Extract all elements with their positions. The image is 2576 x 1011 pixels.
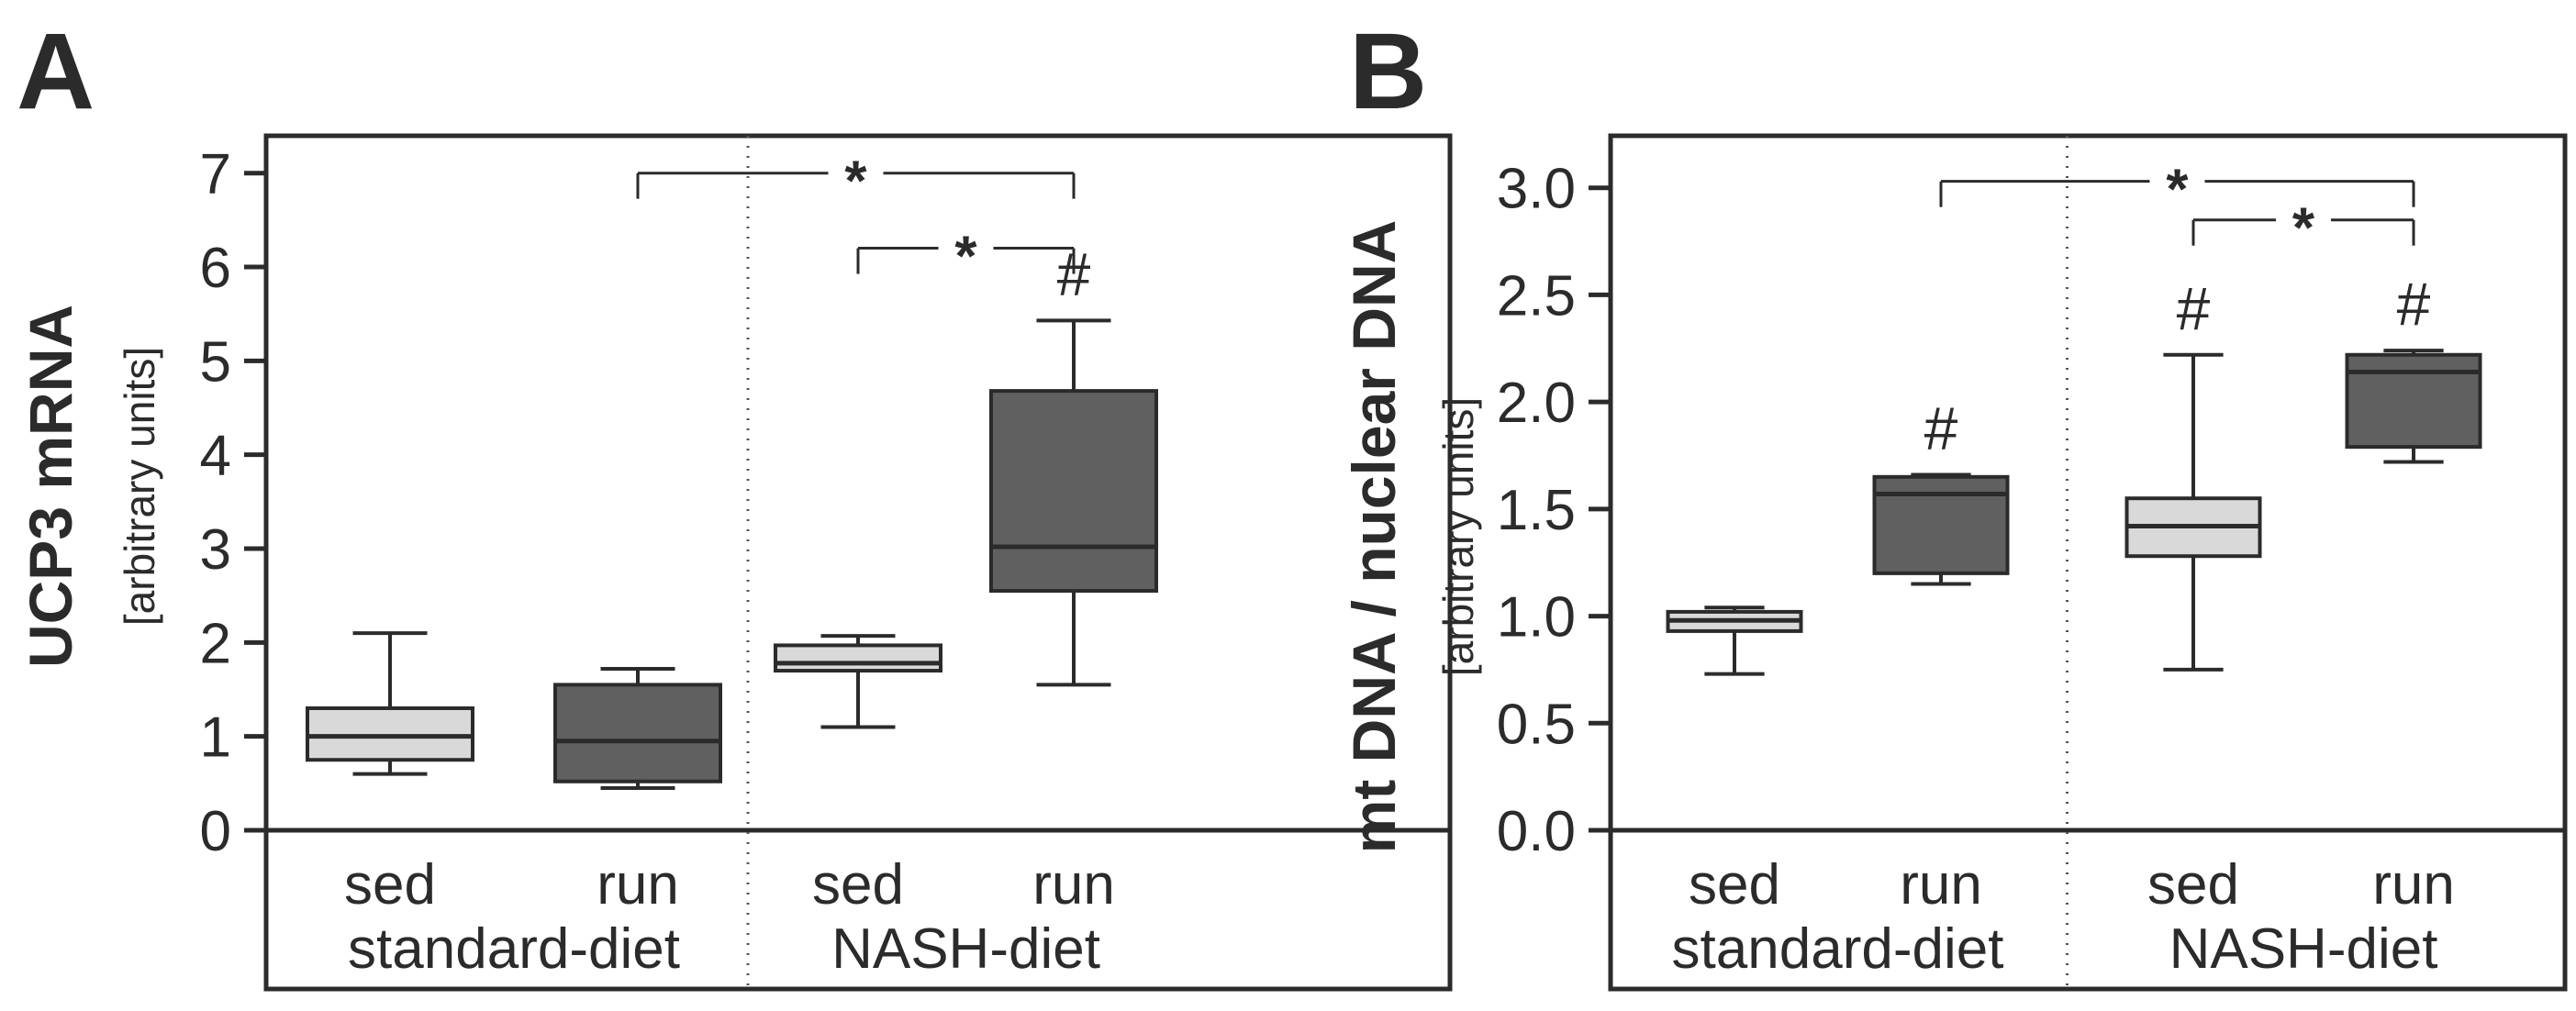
- significance-hash: #: [2177, 274, 2211, 342]
- x-tick-label: sed: [1689, 853, 1780, 917]
- significance-star: *: [2292, 197, 2315, 261]
- y-tick-label: 5: [200, 330, 231, 394]
- significance-hash: #: [2397, 270, 2431, 338]
- significance-bracket: *: [2191, 197, 2415, 261]
- significance-star: *: [2166, 159, 2189, 222]
- y-tick-label: 0: [200, 800, 231, 863]
- y-axis-title: mt DNA / nuclear DNA: [1340, 220, 1408, 854]
- panel-letter: A: [17, 11, 95, 132]
- significance-bracket: *: [636, 150, 1076, 214]
- x-tick-label: run: [597, 853, 679, 917]
- plot-frame: [263, 133, 1453, 992]
- y-tick-label: 6: [200, 237, 231, 300]
- y-tick-label: 0.0: [1497, 800, 1576, 863]
- y-tick-label: 1.0: [1497, 586, 1576, 650]
- plot-frame: [1608, 133, 2568, 992]
- significance-star: *: [954, 226, 977, 289]
- box-standarddiet-sed: sed: [1666, 605, 1803, 917]
- y-axis-units: [arbitrary units]: [116, 347, 163, 626]
- box-iqr: [553, 683, 722, 783]
- y-tick-label: 0.5: [1497, 693, 1576, 756]
- group-label: NASH-diet: [2169, 917, 2438, 981]
- box-iqr: [306, 705, 474, 762]
- box-iqr: [2345, 352, 2482, 450]
- significance-bracket: *: [856, 226, 1076, 289]
- panel-b: B 0.0 0.5 1.0 1.5 2.0 2.5 3.0 mt DNA / nuclear D…: [1340, 11, 2568, 992]
- y-tick-label: 4: [200, 425, 231, 488]
- box-standarddiet-run: run: [553, 666, 722, 917]
- box-standarddiet-run: # run: [1872, 394, 2010, 917]
- box-iqr: [774, 643, 942, 673]
- y-tick-label: 2.5: [1497, 264, 1576, 328]
- box-iqr: [1872, 474, 2010, 575]
- x-tick-label: run: [2372, 853, 2455, 917]
- group-label: standard-diet: [1672, 917, 2004, 981]
- panel-a: A 0 1 2 3 4 5 6 7 UCP3 mRNA [arbitrary units] sed ru…: [17, 11, 1453, 992]
- box-nashdiet-run: #run: [989, 239, 1158, 917]
- y-tick-label: 1.5: [1497, 479, 1576, 542]
- y-axis-units: [arbitrary units]: [1434, 397, 1482, 676]
- group-label: standard-diet: [348, 917, 680, 981]
- panel-letter: B: [1349, 11, 1427, 132]
- significance-star: *: [844, 150, 867, 214]
- box-nashdiet-sed: sed: [774, 634, 942, 917]
- y-tick-label: 1: [200, 706, 231, 770]
- significance-hash: #: [1924, 394, 1958, 461]
- x-tick-label: sed: [344, 853, 436, 917]
- box-nashdiet-sed: # sed: [2124, 274, 2262, 917]
- y-axis-title: UCP3 mRNA: [17, 305, 84, 668]
- y-tick-label: 2.0: [1497, 372, 1576, 435]
- x-tick-label: sed: [2147, 853, 2239, 917]
- significance-bracket: *: [1939, 159, 2415, 222]
- box-standarddiet-sed: sed: [306, 631, 474, 917]
- y-tick-label: 3: [200, 518, 231, 582]
- y-tick-label: 2: [200, 612, 231, 675]
- box-nashdiet-run: # run: [2345, 270, 2482, 917]
- group-label: NASH-diet: [831, 917, 1100, 981]
- x-tick-label: run: [1032, 853, 1115, 917]
- y-tick-label: 3.0: [1497, 158, 1576, 221]
- x-tick-label: sed: [812, 853, 904, 917]
- box-iqr: [989, 389, 1158, 594]
- y-tick-label: 7: [200, 143, 231, 206]
- x-tick-label: run: [1900, 853, 1982, 917]
